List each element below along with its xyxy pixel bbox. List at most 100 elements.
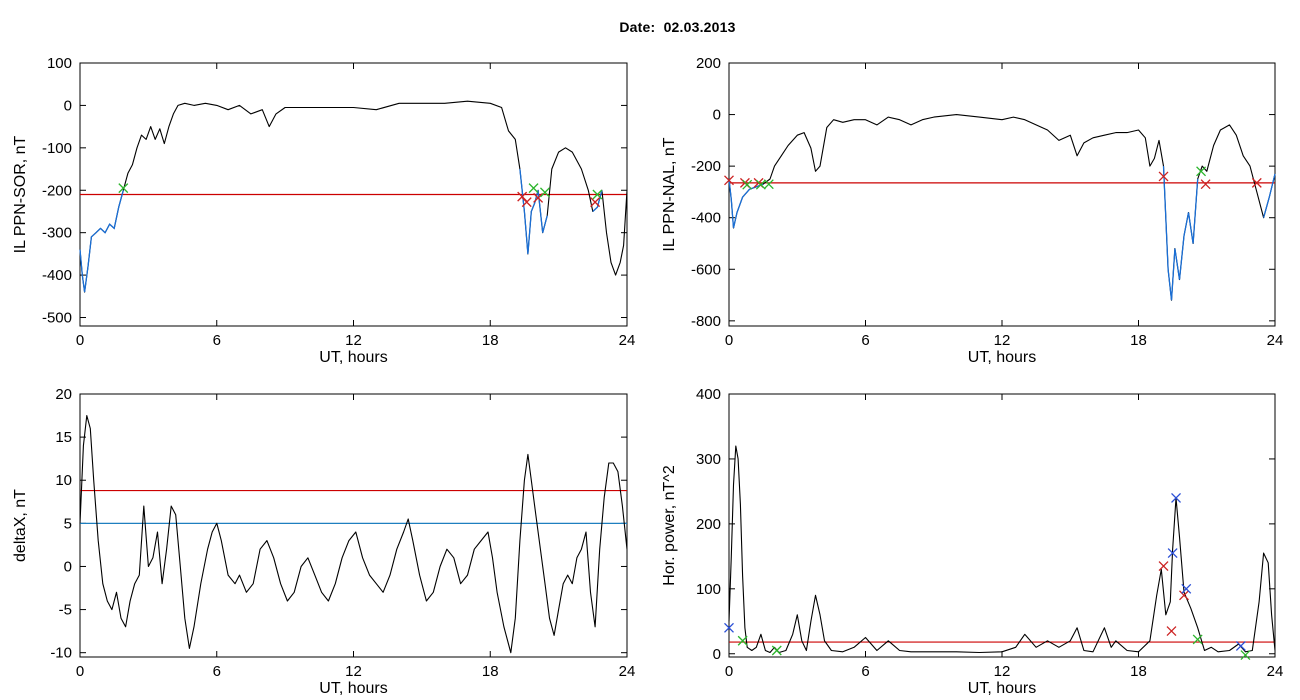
x-tick-label: 12 [994, 332, 1011, 349]
x-tick-label: 6 [861, 332, 869, 349]
y-tick-label: 100 [47, 55, 72, 72]
y-tick-label: -500 [42, 310, 72, 327]
y-tick-label: 0 [64, 558, 72, 575]
marker-red-x [521, 197, 532, 208]
x-tick-label: 24 [1267, 663, 1284, 680]
marker-green-x [755, 179, 766, 190]
marker-green-x [118, 183, 129, 194]
x-tick-label: 18 [1130, 663, 1147, 680]
y-tick-label: 200 [696, 516, 721, 533]
marker-green-x [539, 187, 550, 198]
y-tick-label: -5 [59, 602, 72, 619]
x-tick-label: 6 [213, 332, 221, 349]
panel-ppn-sor: 0 6 12 18 24 100 0 -100 -200 -300 -400 -500 UT, hour… [12, 55, 635, 366]
panel-ppn-nal: 0 6 12 18 24 200 0 -200 -400 -600 -800 UT, hours IL … [661, 55, 1283, 366]
y-tick-label: -200 [42, 182, 72, 199]
highlighted-segment [592, 190, 603, 212]
marker-red-x [533, 192, 544, 203]
x-tick-label: 24 [1267, 332, 1284, 349]
marker-red-x [1179, 590, 1189, 601]
highlighted-segment [1162, 166, 1199, 301]
x-tick-label: 18 [482, 332, 499, 349]
marker-blue-x [1235, 641, 1246, 651]
marker-red-x [1158, 561, 1169, 572]
x-axis-title: UT, hours [968, 680, 1036, 697]
plot-frame [728, 62, 1276, 327]
x-tick-label: 0 [76, 663, 84, 680]
y-axis-title: IL PPN-SOR, nT [12, 135, 29, 253]
y-tick-label: -300 [42, 225, 72, 242]
x-tick-label: 24 [619, 663, 636, 680]
highlighted-segment [79, 190, 124, 293]
marker-green-x [737, 635, 748, 646]
y-tick-label: 200 [696, 55, 721, 72]
series-trace [79, 100, 628, 293]
y-tick-label: 400 [696, 386, 721, 403]
panel-deltax: 0 6 12 18 24 20 15 10 5 0 -5 -10 UT, hours deltaX, nT [12, 386, 635, 697]
x-tick-label: 12 [345, 332, 362, 349]
y-tick-label: 0 [713, 107, 721, 124]
marker-green-x [742, 179, 753, 190]
x-tick-label: 18 [482, 663, 499, 680]
marker-blue-x [724, 622, 734, 633]
highlighted-segment [1262, 173, 1276, 218]
x-tick-label: 0 [725, 663, 733, 680]
date-value: 02.03.2013 [663, 19, 736, 35]
marker-green-x [763, 179, 774, 190]
date-label: Date: [619, 19, 656, 35]
x-tick-label: 6 [861, 663, 869, 680]
y-tick-label: 5 [64, 515, 72, 532]
plot-frame [79, 393, 628, 658]
series-trace [728, 445, 1276, 654]
x-tick-label: 18 [1130, 332, 1147, 349]
plot-frame [728, 393, 1276, 658]
x-tick-label: 0 [725, 332, 733, 349]
y-tick-label: -400 [691, 210, 721, 227]
marker-blue-x [1181, 583, 1192, 594]
y-axis-title: IL PPN-NAL, nT [661, 137, 678, 251]
marker-green-x [592, 189, 603, 200]
y-tick-label: 300 [696, 451, 721, 468]
highlighted-segment [519, 168, 548, 254]
x-axis-title: UT, hours [319, 349, 387, 366]
y-tick-label: -400 [42, 267, 72, 284]
series-trace [728, 114, 1276, 301]
y-tick-label: 20 [55, 386, 72, 403]
marker-green-x [1196, 166, 1207, 177]
marker-red-x [1166, 626, 1177, 636]
x-tick-label: 0 [76, 332, 84, 349]
y-tick-label: -800 [691, 313, 721, 330]
marker-green-x [1192, 634, 1203, 645]
y-tick-label: -10 [50, 645, 72, 662]
y-tick-label: -200 [691, 158, 721, 175]
x-tick-label: 6 [213, 663, 221, 680]
y-tick-label: -100 [42, 140, 72, 157]
y-tick-label: 0 [713, 646, 721, 663]
x-tick-label: 12 [345, 663, 362, 680]
marker-red-x [1158, 171, 1169, 182]
date-title: Date: 02.03.2013 [0, 19, 1300, 35]
y-tick-label: -600 [691, 261, 721, 278]
y-tick-label: 10 [55, 472, 72, 489]
y-tick-label: 100 [696, 581, 721, 598]
x-tick-label: 24 [619, 332, 636, 349]
panel-hor-power: 0 6 12 18 24 400 300 200 100 0 UT, hours Hor. power… [661, 386, 1283, 697]
y-tick-label: 15 [55, 429, 72, 446]
marker-green-x [1240, 650, 1251, 661]
marker-blue-x [1167, 548, 1178, 559]
series-trace [79, 415, 628, 654]
marker-red-x [590, 197, 601, 208]
marker-blue-x [1171, 492, 1181, 503]
x-axis-title: UT, hours [319, 680, 387, 697]
y-axis-title: deltaX, nT [12, 489, 29, 562]
marker-red-x [724, 175, 734, 186]
marker-red-x [1200, 179, 1211, 190]
marker-green-x [771, 645, 782, 656]
x-tick-label: 12 [994, 663, 1011, 680]
marker-green-x [528, 183, 539, 194]
marker-red-x [1251, 177, 1262, 188]
marker-red-x [517, 191, 528, 202]
y-axis-title: Hor. power, nT^2 [661, 465, 678, 586]
y-tick-label: 0 [64, 97, 72, 114]
